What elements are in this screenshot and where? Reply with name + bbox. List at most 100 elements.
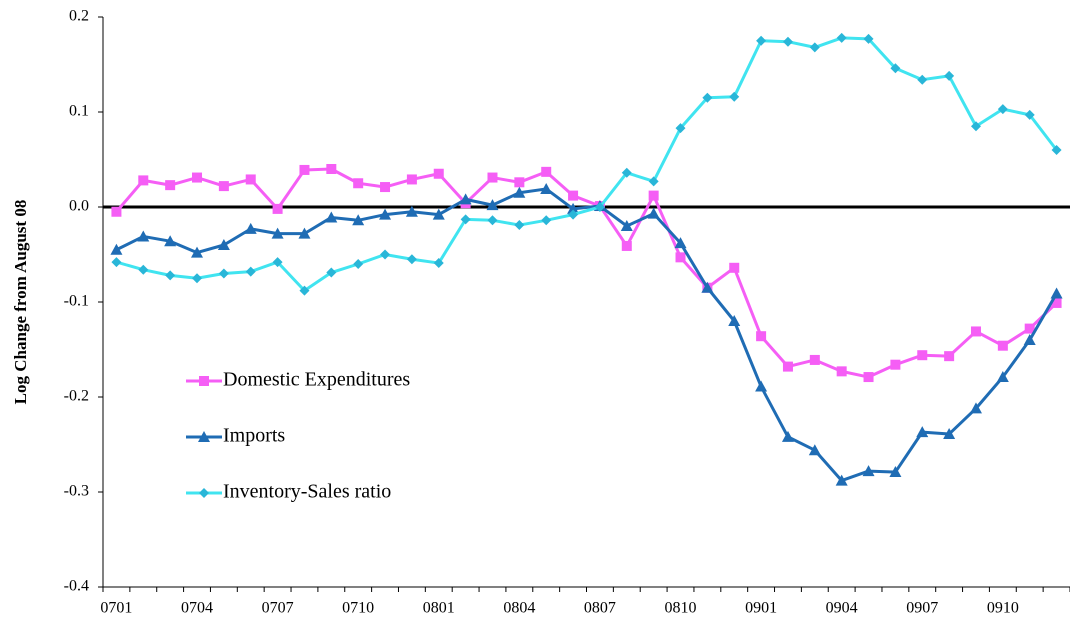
data-point <box>701 281 714 293</box>
data-point <box>298 227 311 239</box>
x-tick-label: 0904 <box>826 600 858 617</box>
data-point <box>540 182 553 194</box>
y-axis-label: Log Change from August 08 <box>11 200 30 405</box>
data-point <box>594 202 605 212</box>
data-point <box>728 315 741 326</box>
data-point <box>432 208 445 220</box>
series-line <box>115 167 1058 379</box>
data-point <box>272 257 283 268</box>
data-point <box>353 178 364 189</box>
data-point <box>191 246 204 258</box>
data-point <box>944 70 955 81</box>
y-tick-label: -0.4 <box>64 578 89 595</box>
data-point <box>702 92 713 103</box>
data-point <box>192 172 203 183</box>
data-point <box>325 211 338 223</box>
data-point <box>487 215 498 226</box>
data-point <box>459 193 472 205</box>
data-point <box>969 402 982 414</box>
data-point <box>943 428 956 440</box>
data-point <box>567 202 580 214</box>
data-point <box>244 222 257 234</box>
x-tick-label: 0910 <box>987 600 1019 617</box>
data-point <box>1051 145 1062 155</box>
legend-label: Inventory-Sales ratio <box>223 481 391 503</box>
x-tick-label: 0704 <box>181 600 213 617</box>
data-point <box>460 214 471 225</box>
data-point <box>890 359 901 370</box>
data-point <box>648 190 659 201</box>
data-point <box>137 230 150 242</box>
data-point <box>218 268 229 279</box>
data-point <box>890 63 901 74</box>
data-point <box>218 181 229 192</box>
data-point <box>486 199 499 211</box>
data-point <box>996 371 1009 383</box>
data-point <box>353 259 364 269</box>
data-point <box>835 474 848 486</box>
legend-label: Imports <box>223 425 285 447</box>
data-point <box>970 121 981 132</box>
data-point <box>781 430 794 442</box>
data-point <box>380 182 391 193</box>
data-point <box>756 35 767 46</box>
x-tick-label: 0807 <box>584 600 616 617</box>
data-point <box>997 104 1008 115</box>
data-point <box>944 351 955 362</box>
data-point <box>836 366 847 377</box>
data-point <box>675 252 686 263</box>
data-point <box>406 254 417 265</box>
data-point <box>514 177 525 188</box>
data-point <box>568 190 579 201</box>
data-point <box>513 186 526 198</box>
data-point <box>379 208 392 220</box>
data-point <box>245 174 256 185</box>
data-point <box>621 240 632 251</box>
data-point <box>352 214 365 226</box>
data-point <box>782 361 793 372</box>
x-tick-label: 0901 <box>745 600 777 617</box>
data-point <box>299 164 310 175</box>
data-point <box>165 270 176 281</box>
data-point <box>916 426 929 438</box>
data-point <box>970 326 981 337</box>
legend-marker <box>199 376 209 386</box>
data-point <box>863 33 874 44</box>
data-point <box>433 168 444 179</box>
x-tick-label: 0804 <box>503 600 535 617</box>
data-point <box>808 444 821 456</box>
legend-marker <box>199 488 209 498</box>
data-point <box>862 465 875 477</box>
data-point <box>621 167 632 178</box>
data-point <box>541 166 552 177</box>
data-point <box>406 174 417 185</box>
data-point <box>138 175 149 186</box>
y-tick-label: 0.2 <box>69 8 89 25</box>
x-tick-label: 0701 <box>100 600 132 617</box>
data-point <box>245 266 256 277</box>
data-point <box>433 258 444 269</box>
data-point <box>647 207 660 219</box>
data-point <box>111 206 122 217</box>
y-tick-label: 0.1 <box>69 103 89 120</box>
y-tick-label: -0.2 <box>64 388 89 405</box>
data-point <box>809 354 820 365</box>
data-point <box>1024 323 1035 334</box>
data-point <box>1051 297 1062 308</box>
data-point <box>729 262 740 273</box>
legend-label: Domestic Expenditures <box>223 369 410 391</box>
data-point <box>675 123 686 134</box>
y-tick-label: -0.3 <box>64 483 89 500</box>
legend-marker <box>198 431 210 442</box>
x-tick-label: 0810 <box>665 600 697 617</box>
data-point <box>836 32 847 43</box>
x-tick-label: 0801 <box>423 600 455 617</box>
data-point <box>217 239 230 250</box>
data-point <box>756 331 767 342</box>
series-line <box>116 36 1058 293</box>
data-point <box>1050 287 1063 299</box>
data-point <box>380 249 391 260</box>
data-point <box>514 220 525 231</box>
data-point <box>299 285 310 296</box>
